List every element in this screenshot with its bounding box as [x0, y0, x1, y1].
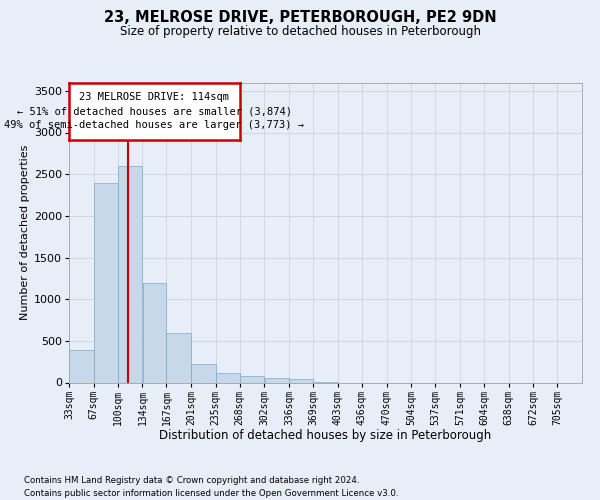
- Bar: [94, 182, 118, 382]
- Bar: [143, 282, 166, 382]
- X-axis label: Distribution of detached houses by size in Peterborough: Distribution of detached houses by size …: [160, 429, 491, 442]
- Text: 23 MELROSE DRIVE: 114sqm
← 51% of detached houses are smaller (3,874)
49% of sem: 23 MELROSE DRIVE: 114sqm ← 51% of detach…: [4, 92, 304, 130]
- Y-axis label: Number of detached properties: Number of detached properties: [20, 145, 30, 320]
- Bar: [289, 379, 313, 382]
- Bar: [191, 364, 215, 382]
- Bar: [240, 376, 265, 382]
- Text: Size of property relative to detached houses in Peterborough: Size of property relative to detached ho…: [119, 25, 481, 38]
- Text: Contains HM Land Registry data © Crown copyright and database right 2024.: Contains HM Land Registry data © Crown c…: [24, 476, 359, 485]
- Bar: [118, 166, 142, 382]
- Text: Contains public sector information licensed under the Open Government Licence v3: Contains public sector information licen…: [24, 488, 398, 498]
- Text: 23, MELROSE DRIVE, PETERBOROUGH, PE2 9DN: 23, MELROSE DRIVE, PETERBOROUGH, PE2 9DN: [104, 10, 496, 25]
- Bar: [216, 373, 239, 382]
- Bar: [166, 332, 191, 382]
- Bar: [69, 350, 94, 382]
- Bar: [265, 378, 289, 382]
